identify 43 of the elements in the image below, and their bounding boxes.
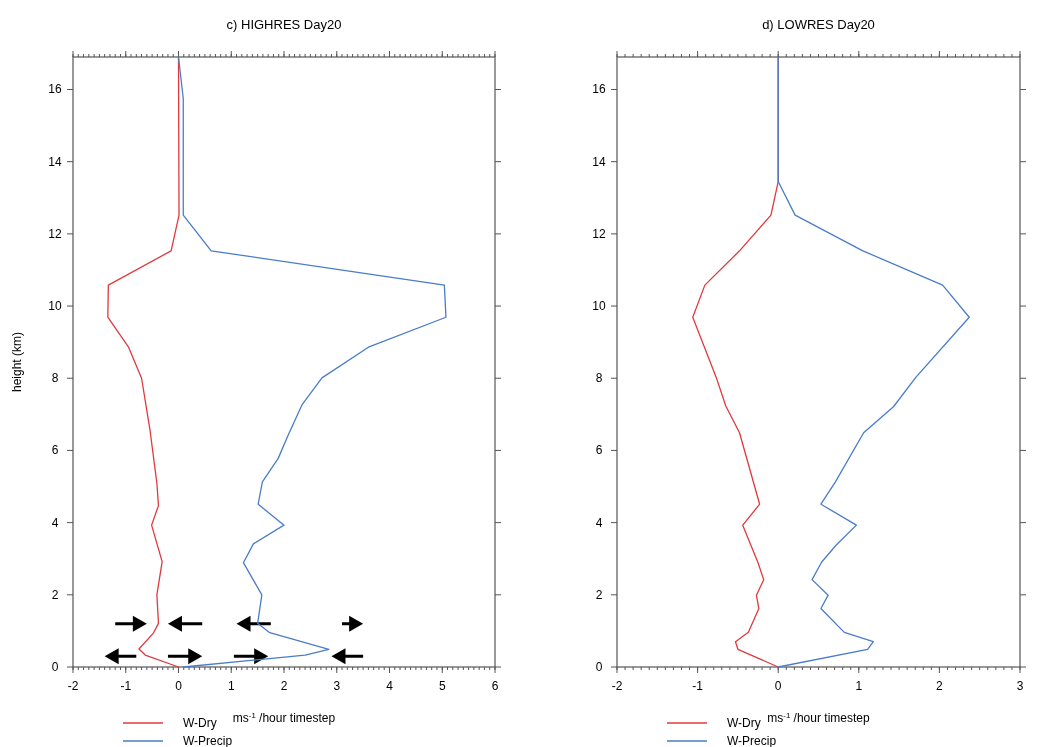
x-tick-label: 3 [333, 679, 341, 693]
legend-label: W-Precip [183, 734, 233, 747]
y-tick-label: 2 [51, 587, 59, 602]
y-tick-label: 14 [48, 154, 62, 169]
x-tick-label: 4 [386, 679, 394, 693]
y-tick-label: 4 [595, 515, 603, 530]
legend-label: W-Precip [727, 734, 777, 747]
chart-title: d) LOWRES Day20 [762, 17, 875, 32]
x-axis-title: ms$^{-1}$ /hour timestep [232, 710, 336, 725]
x-tick-label: 0 [774, 679, 782, 693]
y-tick-label: 0 [595, 660, 603, 674]
x-tick-label: 5 [438, 679, 446, 693]
x-tick-label: 2 [936, 679, 944, 693]
y-tick-label: 14 [592, 154, 606, 169]
x-tick-label: 2 [280, 679, 288, 693]
x-tick-label: -2 [67, 679, 79, 693]
y-tick-label: 8 [51, 371, 59, 386]
x-tick-label: 0 [175, 679, 183, 693]
y-tick-label: 12 [592, 226, 606, 241]
y-tick-label: 16 [48, 82, 62, 97]
x-tick-label: 6 [491, 679, 499, 693]
legend-label: W-Dry [727, 716, 761, 730]
legend-label: W-Dry [183, 716, 217, 730]
line-series [777, 56, 970, 668]
chart-title: c) HIGHRES Day20 [226, 17, 342, 32]
y-tick-label: 10 [592, 299, 606, 314]
x-tick-label: 1 [227, 679, 235, 693]
x-tick-label: -1 [120, 679, 132, 693]
y-tick-label: 0 [51, 660, 59, 674]
x-tick-label: -1 [692, 679, 704, 693]
y-tick-label: 8 [595, 371, 603, 386]
x-axis-title: ms$^{-1}$ /hour timestep [767, 710, 870, 725]
y-tick-label: 2 [595, 587, 603, 602]
y-tick-label: 6 [51, 443, 59, 458]
y-tick-label: 4 [51, 515, 59, 530]
x-tick-label: -2 [611, 679, 623, 693]
y-tick-label: 6 [595, 443, 603, 458]
y-axis-title: height (km) [10, 331, 24, 393]
x-tick-label: 1 [855, 679, 863, 693]
y-tick-label: 12 [48, 226, 62, 241]
x-tick-label: 3 [1016, 679, 1024, 693]
y-tick-label: 10 [48, 299, 62, 314]
y-tick-label: 16 [592, 82, 606, 97]
